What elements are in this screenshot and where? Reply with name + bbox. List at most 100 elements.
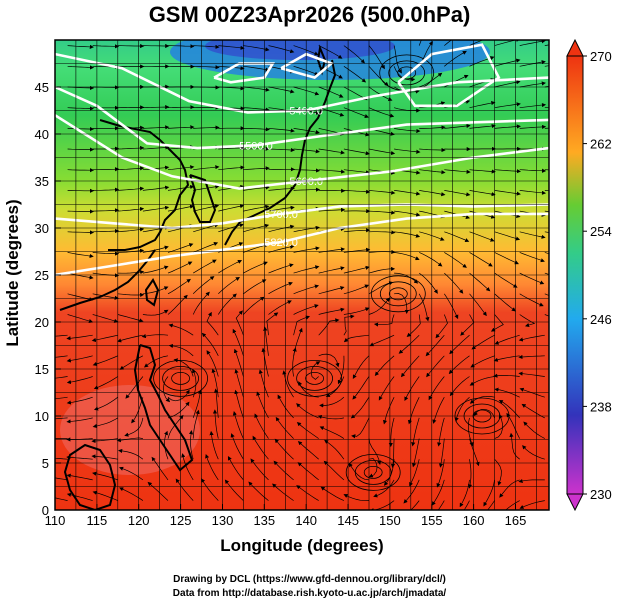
streamline (227, 455, 244, 481)
streamline (268, 263, 294, 274)
streamline (419, 231, 445, 241)
streamline (368, 45, 385, 70)
streamline (518, 354, 545, 360)
streamline (297, 441, 319, 460)
streamline (201, 332, 219, 356)
streamline (523, 421, 545, 439)
streamline (404, 376, 420, 402)
streamline (411, 417, 420, 447)
streamline (67, 44, 94, 49)
streamline (141, 333, 169, 339)
streamline (206, 350, 219, 377)
y-tick-label: 20 (35, 315, 49, 330)
streamline (168, 323, 194, 336)
streamline (268, 128, 295, 133)
streamline (390, 438, 396, 469)
vortex-ring (388, 60, 426, 86)
streamline (167, 389, 190, 402)
y-tick-label: 45 (35, 80, 49, 95)
colorbar-top-arrow (566, 38, 584, 57)
streamline (509, 432, 520, 460)
y-tick-label: 40 (35, 127, 49, 142)
vortex-ring (363, 465, 383, 479)
streamline (394, 231, 421, 238)
streamline (167, 278, 191, 295)
streamline (378, 376, 395, 401)
streamline (519, 252, 545, 263)
page-title: GSM 00Z23Apr2026 (500.0hPa) (148, 2, 471, 27)
streamline (403, 479, 420, 504)
streamline (192, 276, 215, 295)
streamline (142, 104, 170, 110)
streamline (393, 66, 416, 82)
streamline (418, 272, 438, 294)
streamline (296, 421, 319, 439)
x-tick-label: 125 (170, 513, 192, 528)
streamline (234, 389, 244, 419)
streamline (297, 462, 319, 481)
streamline (444, 272, 464, 294)
streamline (268, 224, 295, 233)
streamline (324, 439, 345, 460)
height-contour (55, 212, 549, 277)
streamline (67, 147, 95, 152)
streamline (498, 400, 520, 419)
streamline (469, 272, 491, 292)
streamline (293, 45, 319, 56)
streamline (318, 148, 345, 155)
y-tick-label: 5 (42, 456, 49, 471)
streamline (490, 314, 504, 332)
streamline (394, 190, 421, 196)
streamline (218, 276, 240, 295)
streamline (418, 293, 430, 322)
streamline (428, 376, 445, 401)
streamline (142, 309, 169, 316)
streamline (437, 417, 445, 447)
streamline (323, 460, 345, 481)
streamline (282, 370, 294, 398)
streamline (368, 438, 382, 465)
streamline (436, 459, 445, 488)
streamline (505, 500, 520, 510)
streamline (192, 291, 210, 315)
x-tick-label: 145 (337, 513, 359, 528)
streamline (55, 457, 68, 460)
streamline (117, 314, 144, 323)
streamline (519, 168, 547, 173)
streamline (494, 293, 516, 312)
streamline (470, 355, 495, 368)
streamline (142, 185, 170, 191)
coastline-asia (99, 119, 190, 251)
streamline (67, 230, 95, 235)
streamline (444, 123, 471, 129)
plot-area: 5400.0 5500.0 5600.0 5700.0 5820.0 110 115 120… (35, 38, 612, 528)
streamline (193, 65, 220, 70)
streamline (368, 66, 389, 87)
vortex-ring (287, 359, 343, 397)
streamline (66, 455, 93, 460)
streamline (469, 293, 487, 317)
grid-layer (55, 40, 549, 510)
streamline (268, 205, 295, 212)
streamline (192, 389, 203, 419)
streamline (142, 145, 170, 150)
streamline (119, 355, 144, 370)
streamline (518, 334, 545, 342)
streamline (167, 401, 190, 419)
streamline (449, 334, 470, 355)
streamline (368, 266, 396, 274)
streamline (66, 334, 93, 341)
streamline (243, 243, 269, 253)
streamline (296, 485, 319, 501)
streamline (67, 314, 94, 324)
streamline (460, 314, 475, 336)
streamline (494, 458, 502, 486)
height-contour (55, 203, 549, 230)
streamline (343, 494, 370, 502)
streamline (181, 453, 194, 481)
streamline (205, 453, 219, 481)
streamline (467, 459, 473, 489)
streamline (431, 479, 445, 506)
streamline (519, 40, 546, 46)
streamline (394, 128, 421, 134)
